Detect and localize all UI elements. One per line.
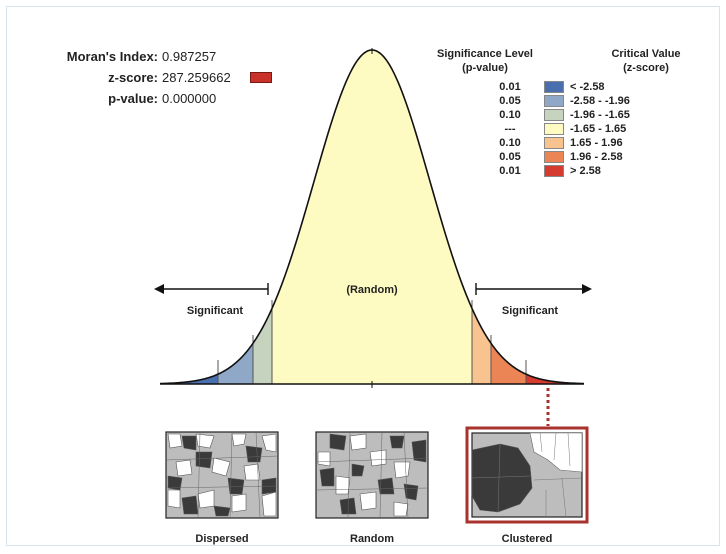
clustered-map	[465, 426, 589, 524]
legend-crit: -2.58 - -1.96	[570, 95, 630, 107]
legend-crit: -1.65 - 1.65	[570, 123, 627, 135]
critical-value-header: Critical Value (z-score)	[596, 47, 696, 75]
curve-regions	[160, 50, 584, 384]
random-caption: Random	[350, 533, 394, 545]
significance-level-title: Significance Level	[437, 48, 533, 60]
dispersed-map	[165, 431, 279, 519]
critical-value-subtitle: (z-score)	[623, 62, 669, 74]
clustered-white-region	[529, 432, 583, 473]
legend-crit: 1.96 - 2.58	[570, 151, 623, 163]
region-pos-258	[526, 50, 584, 384]
legend-sig: 0.10	[499, 109, 521, 121]
legend-swatch	[544, 123, 564, 135]
legend-sig: 0.01	[499, 165, 521, 177]
region-pos-196	[491, 50, 526, 384]
random-map	[315, 431, 429, 519]
legend-sig: ---	[504, 123, 516, 135]
critical-value-title: Critical Value	[611, 48, 681, 60]
legend-swatch	[544, 81, 564, 93]
legend-sig: 0.01	[499, 81, 521, 93]
significance-level-subtitle: (p-value)	[462, 62, 508, 74]
clustered-dark-region	[471, 443, 533, 513]
region-neg-196	[218, 50, 253, 384]
z-score-label: z-score:	[108, 70, 158, 85]
legend-crit: -1.96 - -1.65	[570, 109, 630, 121]
p-value-label: p-value:	[108, 91, 158, 106]
legend-swatch	[544, 95, 564, 107]
legend-swatch	[544, 151, 564, 163]
right-arrowhead-icon	[582, 284, 592, 294]
z-score-value: 287.259662	[162, 70, 231, 85]
legend-sig: 0.05	[499, 95, 521, 107]
region-random	[272, 50, 472, 384]
legend-swatch	[544, 109, 564, 121]
morans-index-label: Moran's Index:	[66, 49, 158, 64]
left-significant-label: Significant	[187, 305, 244, 317]
dispersed-caption: Dispersed	[195, 533, 249, 545]
legend-crit: < -2.58	[570, 81, 605, 93]
legend-sig: 0.05	[499, 151, 521, 163]
legend-swatch	[544, 165, 564, 177]
significance-level-header: Significance Level (p-value)	[425, 47, 545, 75]
clustered-caption: Clustered	[501, 533, 553, 545]
z-score-swatch	[250, 72, 272, 83]
region-pos-165	[472, 50, 491, 384]
region-neg-258	[160, 50, 218, 384]
random-label: (Random)	[346, 284, 398, 296]
legend-crit: 1.65 - 1.96	[570, 137, 623, 149]
legend-crit: > 2.58	[570, 165, 601, 177]
legend-rows: 0.01 < -2.58 0.05 -2.58 - -1.96 0.10 -1.…	[490, 81, 710, 181]
right-significant-label: Significant	[502, 305, 559, 317]
left-arrowhead-icon	[154, 284, 164, 294]
stats-panel: Moran's Index: 0.987257 z-score: 287.259…	[0, 0, 300, 120]
legend-sig: 0.10	[499, 137, 521, 149]
legend-swatch	[544, 137, 564, 149]
morans-index-value: 0.987257	[162, 49, 217, 64]
p-value-value: 0.000000	[162, 91, 217, 106]
region-neg-165	[253, 50, 272, 384]
